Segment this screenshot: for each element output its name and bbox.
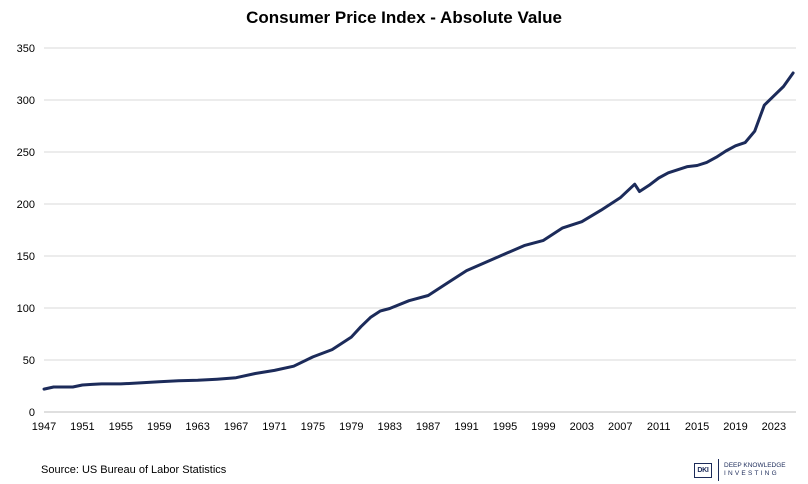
brand-line-2: INVESTING — [724, 470, 779, 477]
x-tick-label: 1991 — [454, 421, 478, 433]
chart-title: Consumer Price Index - Absolute Value — [246, 8, 562, 27]
x-tick-label: 2019 — [723, 421, 747, 433]
x-tick-label: 1947 — [32, 421, 56, 433]
x-tick-label: 2011 — [647, 421, 671, 433]
y-tick-label: 100 — [17, 303, 35, 315]
x-tick-label: 1951 — [70, 421, 94, 433]
y-axis-tick-labels: 0 50 100 150 200 250 300 350 — [17, 43, 35, 419]
x-tick-label: 2003 — [570, 421, 594, 433]
x-tick-label: 1995 — [493, 421, 517, 433]
x-tick-label: 1979 — [339, 421, 363, 433]
x-tick-label: 1987 — [416, 421, 440, 433]
source-note: Source: US Bureau of Labor Statistics — [41, 464, 227, 476]
x-tick-label: 1999 — [531, 421, 555, 433]
brand-logo: DKI DEEP KNOWLEDGE INVESTING — [694, 457, 786, 483]
x-tick-label: 1963 — [185, 421, 209, 433]
brand-line-1: DEEP KNOWLEDGE — [724, 462, 786, 469]
y-tick-label: 250 — [17, 147, 35, 159]
y-tick-label: 200 — [17, 199, 35, 211]
x-axis-tick-labels: 1947 1951 1955 1959 1963 1967 1971 1975 1979 1983… — [32, 421, 786, 433]
brand-wordmark: DEEP KNOWLEDGE INVESTING — [724, 462, 786, 478]
brand-divider — [718, 459, 719, 481]
x-tick-label: 1959 — [147, 421, 171, 433]
brand-mark: DKI — [694, 462, 712, 478]
x-tick-label: 1967 — [224, 421, 248, 433]
x-tick-label: 2007 — [608, 421, 632, 433]
x-tick-label: 1983 — [378, 421, 402, 433]
y-tick-label: 350 — [17, 43, 35, 55]
x-tick-label: 1971 — [262, 421, 286, 433]
x-tick-label: 2023 — [762, 421, 786, 433]
y-tick-label: 0 — [29, 407, 35, 419]
y-tick-label: 300 — [17, 95, 35, 107]
y-tick-label: 50 — [23, 355, 35, 367]
x-tick-label: 1975 — [301, 421, 325, 433]
y-tick-label: 150 — [17, 251, 35, 263]
series-line — [42, 71, 795, 391]
x-tick-label: 1955 — [109, 421, 133, 433]
x-tick-label: 2015 — [685, 421, 709, 433]
gridlines — [44, 47, 796, 361]
